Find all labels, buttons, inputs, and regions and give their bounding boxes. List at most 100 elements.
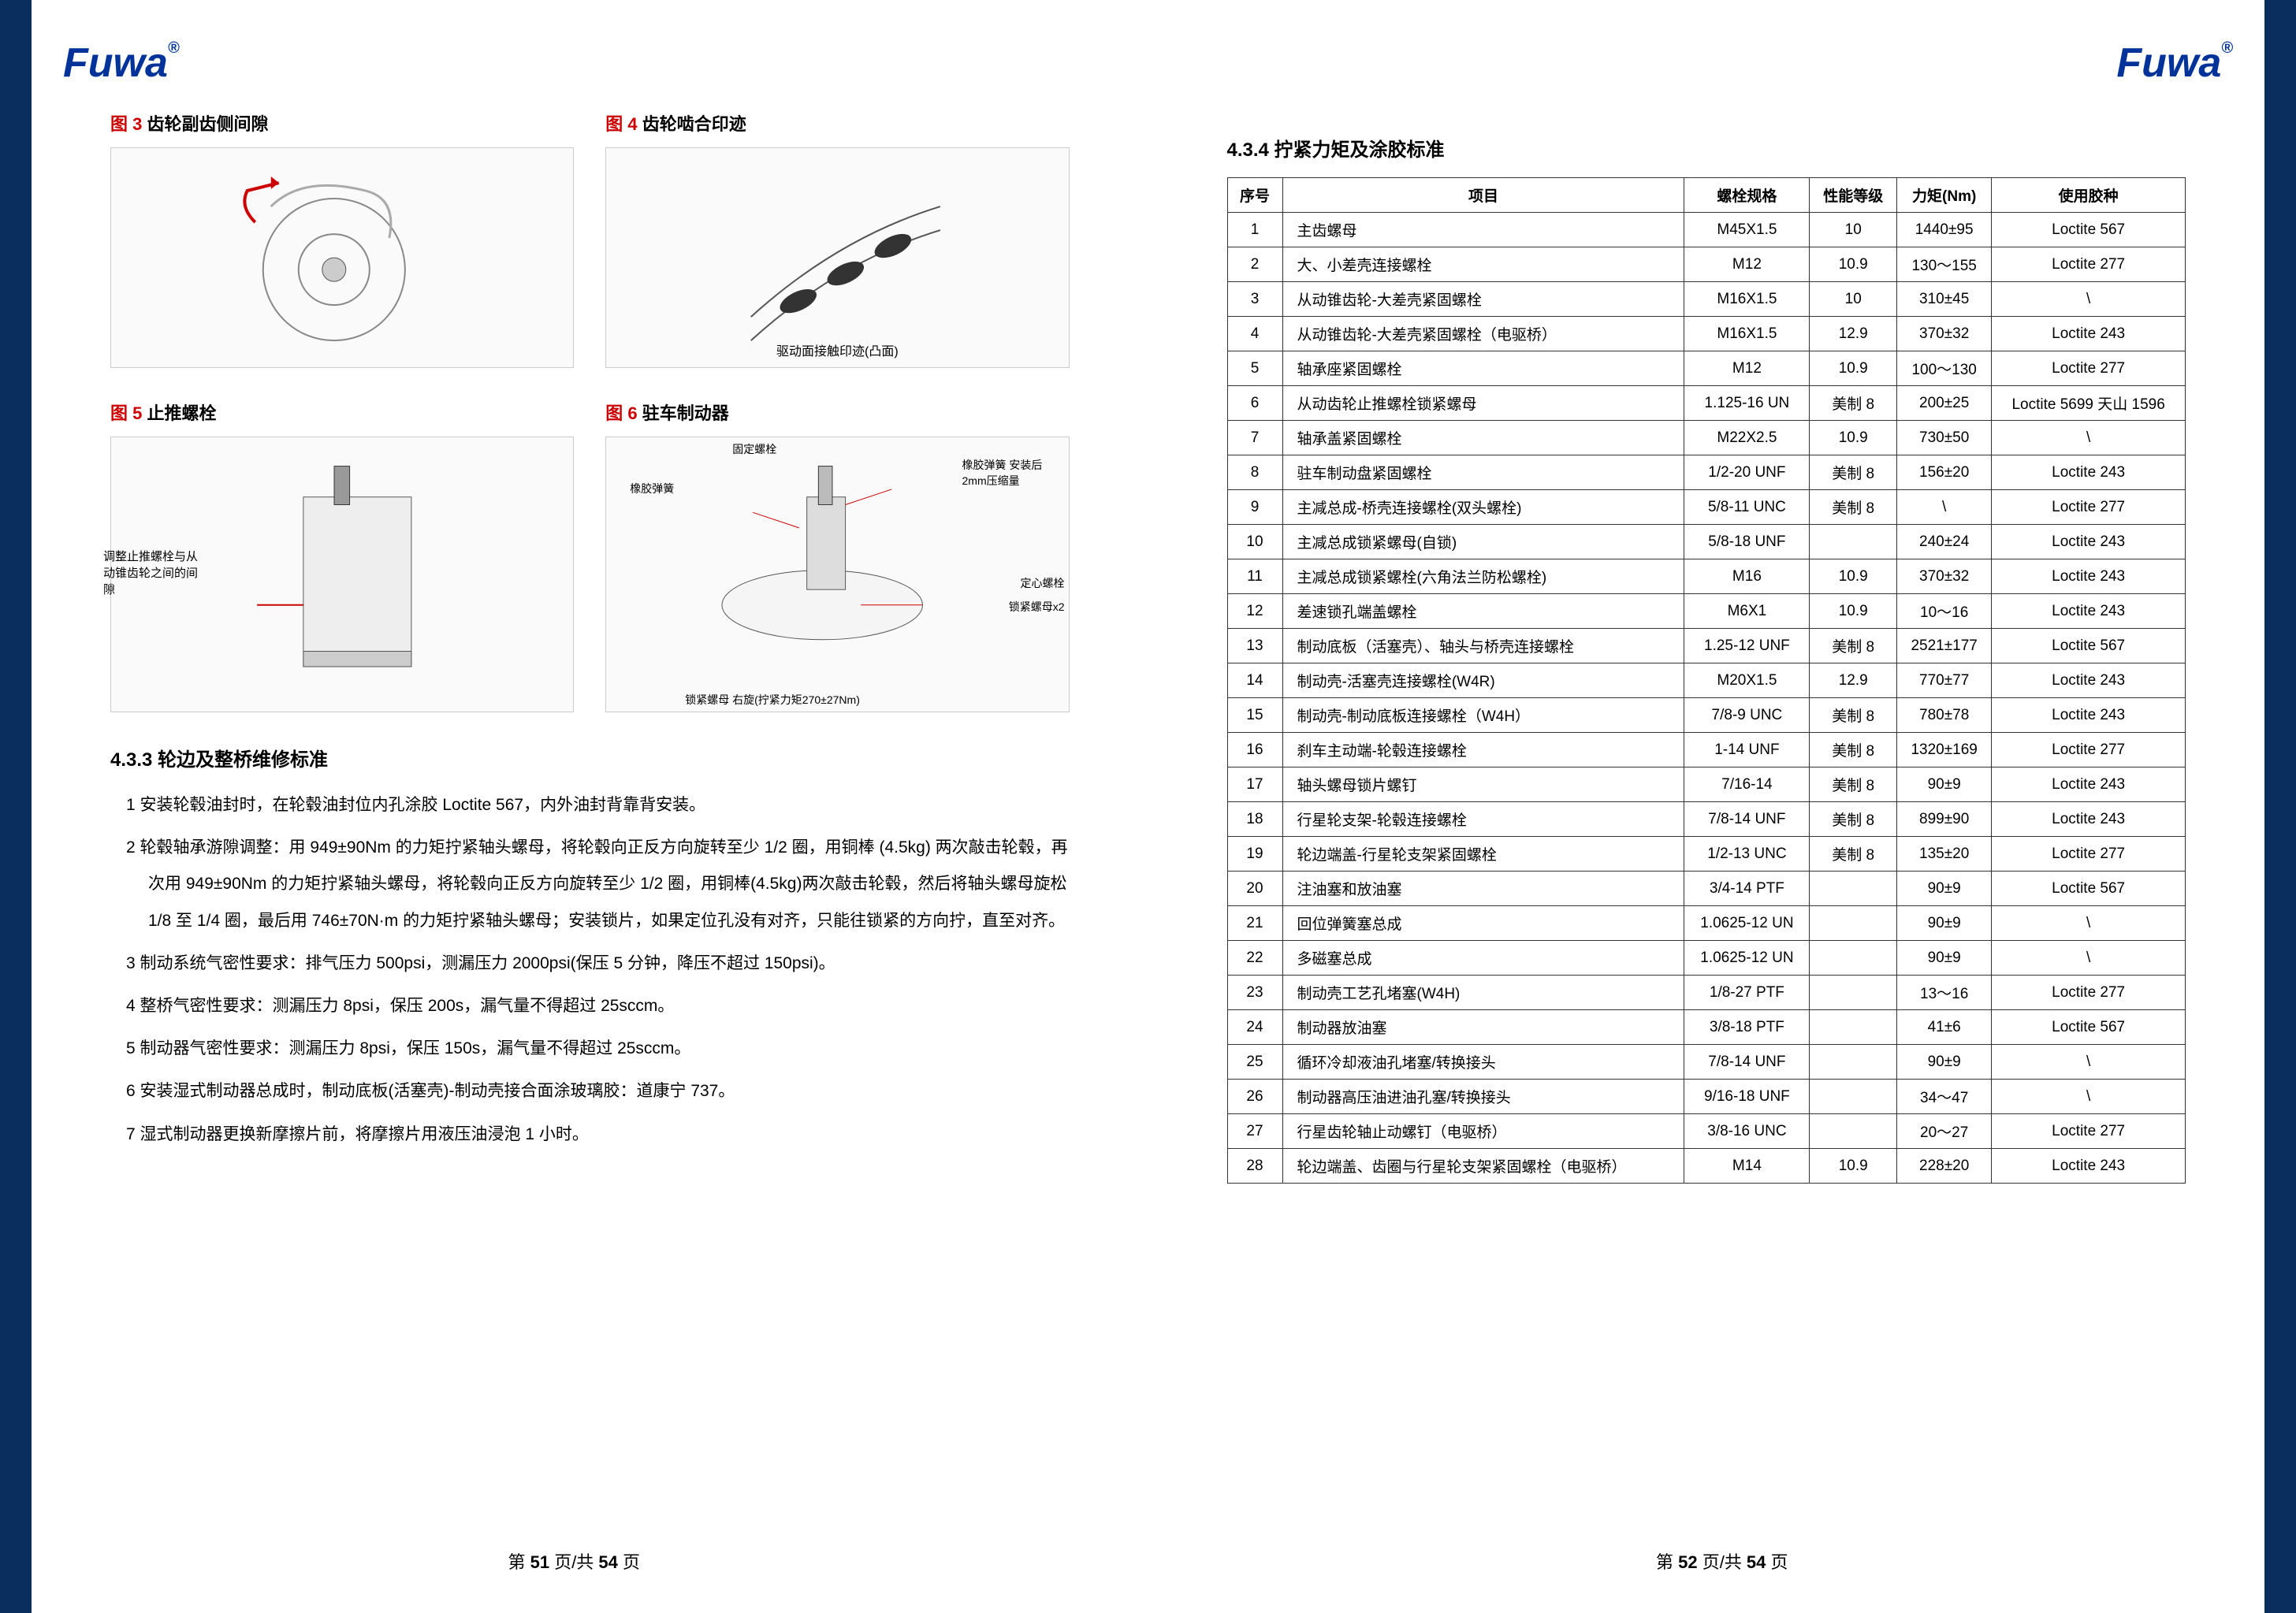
table-row: 1主齿螺母M45X1.5101440±95Loctite 567 [1227, 213, 2186, 247]
table-cell: 10.9 [1810, 421, 1897, 455]
figure-4-title: 图 4 齿轮啮合印迹 [605, 110, 1069, 136]
table-row: 10主减总成锁紧螺母(自锁)5/8-18 UNF240±24Loctite 24… [1227, 525, 2186, 559]
table-cell: 轮边端盖、齿圈与行星轮支架紧固螺栓（电驱桥） [1282, 1149, 1684, 1184]
section-433-list: 1 安装轮毂油封时，在轮毂油封位内孔涂胶 Loctite 567，内外油封背靠背… [110, 787, 1070, 1153]
table-cell: M12 [1684, 351, 1810, 386]
table-cell: 27 [1227, 1114, 1282, 1149]
table-row: 23制动壳工艺孔堵塞(W4H)1/8-27 PTF13～16Loctite 27… [1227, 976, 2186, 1010]
table-cell: 10.9 [1810, 1149, 1897, 1184]
table-cell: 21 [1227, 906, 1282, 941]
table-cell: 轴承盖紧固螺栓 [1282, 421, 1684, 455]
table-row: 2大、小差壳连接螺栓M1210.9130～155Loctite 277 [1227, 247, 2186, 282]
fig4-annot: 驱动面接触印迹(凸面) [776, 340, 899, 359]
table-cell: 3/8-18 PTF [1684, 1010, 1810, 1045]
table-cell [1810, 941, 1897, 976]
table-cell: 10.9 [1810, 559, 1897, 594]
table-cell: 34～47 [1897, 1080, 1992, 1114]
table-cell: 3/4-14 PTF [1684, 872, 1810, 906]
table-cell: Loctite 277 [1992, 837, 2186, 872]
torque-table: 序号项目螺栓规格性能等级力矩(Nm)使用胶种 1主齿螺母M45X1.510144… [1227, 177, 2186, 1184]
table-cell: 制动壳-制动底板连接螺栓（W4H） [1282, 698, 1684, 733]
table-cell: Loctite 277 [1992, 247, 2186, 282]
fig6-a4: 定心螺栓 [1021, 575, 1065, 591]
table-cell: 1.0625-12 UN [1684, 906, 1810, 941]
table-cell: 780±78 [1897, 698, 1992, 733]
table-cell: 899±90 [1897, 802, 1992, 837]
table-cell: 1 [1227, 213, 1282, 247]
table-cell: 轴头螺母锁片螺钉 [1282, 767, 1684, 802]
reg-mark: ® [168, 39, 180, 57]
list-item: 5 制动器气密性要求：测漏压力 8psi，保压 150s，漏气量不得超过 25s… [126, 1031, 1070, 1067]
logo-right: Fuwa® [1211, 39, 2234, 87]
list-item: 4 整桥气密性要求：测漏压力 8psi，保压 200s，漏气量不得超过 25sc… [126, 988, 1070, 1024]
table-cell: 3 [1227, 282, 1282, 317]
fig3-svg [134, 159, 550, 356]
table-cell: 24 [1227, 1010, 1282, 1045]
figure-3: 图 3 齿轮副齿侧间隙 [110, 110, 574, 368]
brand-text: Fuwa [63, 40, 168, 86]
figures-row-1: 图 3 齿轮副齿侧间隙 图 4 齿轮啮合印迹 [110, 110, 1070, 368]
table-cell: 90±9 [1897, 941, 1992, 976]
table-cell: 4 [1227, 317, 1282, 351]
list-item: 3 制动系统气密性要求：排气压力 500psi，测漏压力 2000psi(保压 … [126, 946, 1070, 982]
figure-5-title: 图 5 止推螺栓 [110, 400, 574, 425]
footer-right: 第 52 页/共 54 页 [1211, 1533, 2234, 1574]
fig4-svg [630, 159, 1046, 356]
table-row: 7轴承盖紧固螺栓M22X2.510.9730±50\ [1227, 421, 2186, 455]
table-row: 5轴承座紧固螺栓M1210.9100～130Loctite 277 [1227, 351, 2186, 386]
section-433-heading: 4.3.3 轮边及整桥维修标准 [110, 744, 1070, 771]
table-cell: \ [1897, 490, 1992, 525]
table-header-cell: 性能等级 [1810, 178, 1897, 213]
table-cell: \ [1992, 1045, 2186, 1080]
table-cell: 制动器放油塞 [1282, 1010, 1684, 1045]
table-cell: Loctite 277 [1992, 976, 2186, 1010]
table-cell: 156±20 [1897, 455, 1992, 490]
table-cell: Loctite 567 [1992, 1010, 2186, 1045]
table-cell: 240±24 [1897, 525, 1992, 559]
table-cell: 7/8-9 UNC [1684, 698, 1810, 733]
table-cell: 9 [1227, 490, 1282, 525]
table-cell: 主齿螺母 [1282, 213, 1684, 247]
table-cell: 90±9 [1897, 906, 1992, 941]
right-stripe [2264, 0, 2296, 1613]
table-cell: Loctite 243 [1992, 559, 2186, 594]
table-cell: 7 [1227, 421, 1282, 455]
section-434-heading: 4.3.4 拧紧力矩及涂胶标准 [1227, 134, 2186, 162]
table-row: 20注油塞和放油塞3/4-14 PTF90±9Loctite 567 [1227, 872, 2186, 906]
table-cell: 5 [1227, 351, 1282, 386]
table-cell: 制动底板（活塞壳）、轴头与桥壳连接螺栓 [1282, 629, 1684, 663]
table-cell: 200±25 [1897, 386, 1992, 421]
table-row: 13制动底板（活塞壳）、轴头与桥壳连接螺栓1.25-12 UNF美制 82521… [1227, 629, 2186, 663]
table-row: 15制动壳-制动底板连接螺栓（W4H）7/8-9 UNC美制 8780±78Lo… [1227, 698, 2186, 733]
table-row: 12差速锁孔端盖螺栓M6X110.910～16Loctite 243 [1227, 594, 2186, 629]
table-cell: 1/2-13 UNC [1684, 837, 1810, 872]
table-cell: M16 [1684, 559, 1810, 594]
table-head-row: 序号项目螺栓规格性能等级力矩(Nm)使用胶种 [1227, 178, 2186, 213]
figure-6-title: 图 6 驻车制动器 [605, 400, 1069, 425]
table-cell: 228±20 [1897, 1149, 1992, 1184]
table-cell: 美制 8 [1810, 802, 1897, 837]
footer-mid: 页/共 [549, 1552, 598, 1572]
list-item: 2 轮毂轴承游隙调整：用 949±90Nm 的力矩拧紧轴头螺母，将轮毂向正反方向… [126, 830, 1070, 939]
figure-6: 图 6 驻车制动器 固定螺栓 橡胶弹簧 橡胶弹簧 安装后2mm压缩量 定心螺栓 [605, 400, 1069, 712]
table-cell: 5/8-11 UNC [1684, 490, 1810, 525]
table-cell: Loctite 567 [1992, 629, 2186, 663]
figures-row-2: 图 5 止推螺栓 调整止推螺栓与从动锥齿轮之间的间隙 图 6 驻车制动器 [110, 400, 1070, 712]
table-cell: \ [1992, 1080, 2186, 1114]
table-cell: 美制 8 [1810, 698, 1897, 733]
figure-5: 图 5 止推螺栓 调整止推螺栓与从动锥齿轮之间的间隙 [110, 400, 574, 712]
table-cell: 美制 8 [1810, 386, 1897, 421]
list-item: 6 安装湿式制动器总成时，制动底板(活塞壳)-制动壳接合面涂玻璃胶：道康宁 73… [126, 1073, 1070, 1109]
table-cell: 10.9 [1810, 594, 1897, 629]
table-cell: M6X1 [1684, 594, 1810, 629]
table-cell: 90±9 [1897, 872, 1992, 906]
table-cell: 1/8-27 PTF [1684, 976, 1810, 1010]
table-cell: 25 [1227, 1045, 1282, 1080]
fig3-caption: 齿轮副齿侧间隙 [142, 114, 268, 134]
table-cell: 90±9 [1897, 767, 1992, 802]
fig5-caption: 止推螺栓 [142, 403, 216, 423]
table-row: 16刹车主动端-轮毂连接螺栓1-14 UNF美制 81320±169Loctit… [1227, 733, 2186, 767]
table-cell: 12.9 [1810, 317, 1897, 351]
table-cell: Loctite 567 [1992, 213, 2186, 247]
table-row: 21回位弹簧塞总成1.0625-12 UN90±9\ [1227, 906, 2186, 941]
